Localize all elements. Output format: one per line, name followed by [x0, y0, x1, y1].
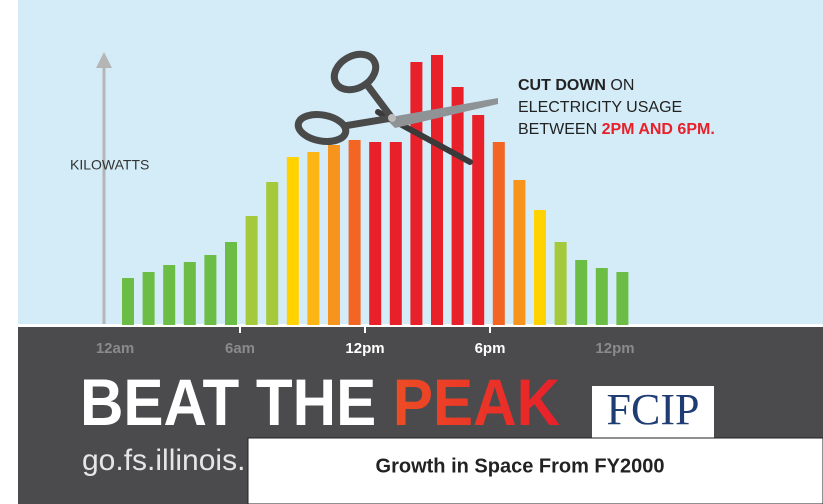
bar	[555, 242, 567, 325]
x-tick-label: 12pm	[595, 340, 634, 357]
bar	[266, 182, 278, 325]
annotation-line2: ELECTRICITY USAGE	[518, 99, 682, 116]
annotation-lead: CUT DOWN	[518, 77, 606, 94]
x-tick-label: 12pm	[345, 340, 384, 357]
logo: FCIP	[607, 385, 700, 434]
bar	[369, 142, 381, 325]
bar	[204, 255, 216, 325]
bar	[616, 272, 628, 325]
banner-title-white: BEAT THE	[80, 365, 393, 439]
bar	[246, 216, 258, 325]
banner-title: BEAT THE PEAK	[80, 365, 560, 439]
banner-url: go.fs.illinois.	[82, 444, 245, 477]
page: KILOWATTS 12am 6am 12pm 6pm 12pm CUT DOWN ON…	[0, 0, 823, 504]
bar	[349, 140, 361, 325]
bar	[307, 152, 319, 325]
bar	[287, 157, 299, 325]
bar	[410, 62, 422, 325]
bar	[122, 278, 134, 325]
overlay-title: Growth in Space From FY2000	[376, 455, 665, 477]
annotation-highlight: 2PM AND 6PM.	[602, 121, 715, 138]
bar	[390, 142, 402, 325]
annotation-line3: BETWEEN 2PM AND 6PM.	[518, 121, 715, 138]
annotation-lead-rest: ON	[606, 77, 634, 94]
bar	[184, 262, 196, 325]
annotation-between: BETWEEN	[518, 121, 602, 138]
x-tick-label: 12am	[96, 340, 134, 357]
bar	[575, 260, 587, 325]
banner-title-peak: PEAK	[393, 365, 560, 439]
annotation-line1: CUT DOWN ON	[518, 77, 634, 94]
bar	[225, 242, 237, 325]
x-tick-label: 6am	[225, 340, 255, 357]
bar	[534, 210, 546, 325]
bar	[513, 180, 525, 325]
bar	[472, 115, 484, 325]
bar	[431, 55, 443, 325]
bar	[328, 145, 340, 325]
infographic: KILOWATTS 12am 6am 12pm 6pm 12pm CUT DOWN ON…	[0, 0, 823, 504]
bar	[452, 87, 464, 325]
y-axis-label: KILOWATTS	[70, 157, 149, 173]
bar	[143, 272, 155, 325]
x-tick-label: 6pm	[475, 340, 506, 357]
bar	[163, 265, 175, 325]
bar	[493, 142, 505, 325]
bar	[596, 268, 608, 325]
